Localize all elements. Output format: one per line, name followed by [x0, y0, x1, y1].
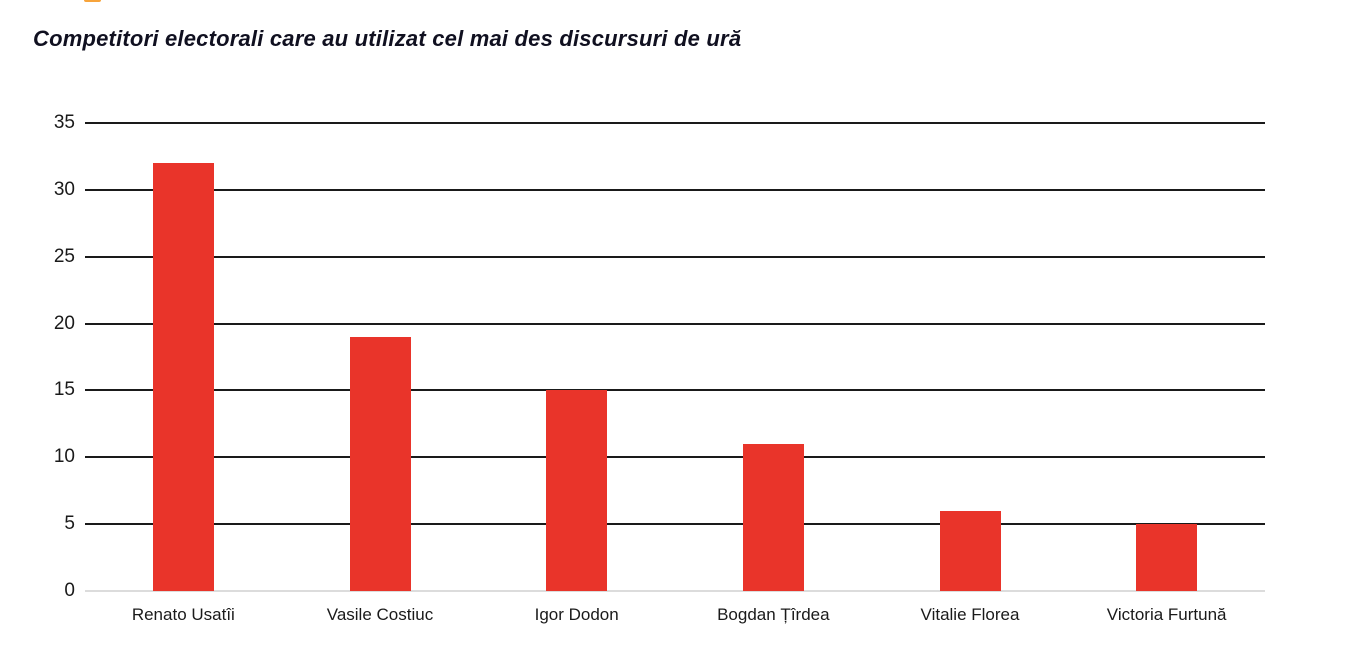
- x-category-label: Vasile Costiuc: [326, 605, 434, 624]
- x-category-label: Igor Dodon: [534, 605, 619, 624]
- gridline: [85, 523, 1265, 526]
- gridline: [85, 456, 1265, 459]
- y-tick-label: 0: [64, 580, 75, 601]
- y-tick-label: 20: [53, 312, 75, 334]
- top-accent-fragment: [84, 0, 101, 2]
- y-tick-label: 5: [64, 513, 75, 535]
- bar: [152, 163, 214, 591]
- bar: [742, 443, 804, 591]
- x-category-label: Vitalie Florea: [920, 605, 1020, 624]
- bar: [546, 390, 608, 591]
- x-category-label: Renato Usatîi: [131, 605, 235, 624]
- bar: [349, 336, 411, 591]
- x-category-label: Victoria Furtună: [1106, 605, 1227, 624]
- x-category-label: Bogdan Țîrdea: [717, 605, 830, 624]
- bar: [939, 510, 1001, 591]
- gridline: [85, 389, 1265, 392]
- gridline: [85, 188, 1265, 191]
- y-tick-label: 15: [53, 379, 75, 401]
- y-tick-label: 25: [53, 245, 75, 267]
- y-tick-label: 10: [53, 446, 75, 468]
- x-axis-baseline: [85, 590, 1265, 592]
- bar: [1136, 524, 1198, 591]
- gridline: [85, 122, 1265, 124]
- gridline: [85, 255, 1265, 258]
- y-tick-label: 35: [53, 112, 75, 133]
- gridline: [85, 322, 1265, 325]
- y-tick-label: 30: [53, 178, 75, 200]
- chart-title: Competitori electorali care au utilizat …: [33, 26, 742, 51]
